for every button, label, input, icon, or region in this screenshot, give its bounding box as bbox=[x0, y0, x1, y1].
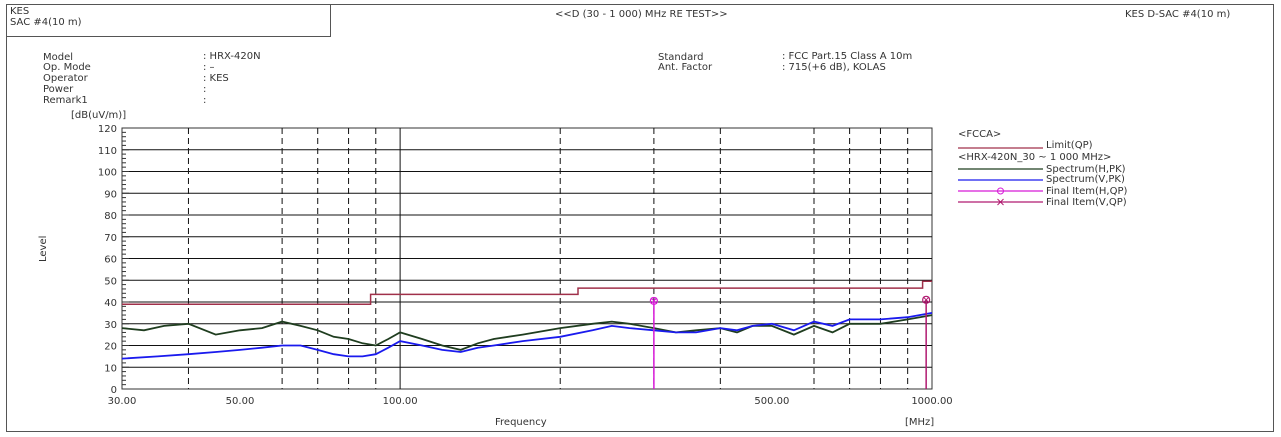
y-tick-label: 40 bbox=[104, 298, 117, 309]
y-tick-label: 0 bbox=[111, 385, 117, 396]
final-item-marker bbox=[649, 296, 658, 306]
info-operator-label: Operator bbox=[43, 73, 88, 84]
info-antfactor-label: Ant. Factor bbox=[658, 62, 713, 73]
chart-frame bbox=[6, 4, 1274, 432]
legend-group1-title: <FCCA> bbox=[958, 129, 1002, 140]
info-standard-value: : FCC Part.15 Class A 10m bbox=[782, 51, 913, 62]
info-opmode-label: Op. Mode bbox=[43, 62, 91, 73]
y-tick-label: 100 bbox=[98, 168, 117, 179]
x-unit-label: [MHz] bbox=[905, 417, 935, 428]
y-tick-label: 110 bbox=[98, 146, 117, 157]
legend-group2-title: <HRX-420N_30 ~ 1 000 MHz> bbox=[958, 152, 1112, 163]
header-left-line1: KES bbox=[10, 6, 30, 17]
header-center-title: <<D (30 - 1 000) MHz RE TEST>> bbox=[555, 9, 728, 20]
legend-marker bbox=[997, 187, 1004, 195]
info-remark-value: : bbox=[203, 95, 207, 106]
y-unit-label: [dB(uV/m)] bbox=[71, 110, 127, 121]
info-remark-label: Remark1 bbox=[43, 95, 88, 106]
y-tick-label: 120 bbox=[98, 124, 117, 135]
info-power-label: Power bbox=[43, 84, 74, 95]
info-standard-label: Standard bbox=[658, 52, 704, 63]
info-antfactor-value: : 715(+6 dB), KOLAS bbox=[782, 62, 886, 73]
info-power-value: : bbox=[203, 84, 207, 95]
info-operator-value: : KES bbox=[203, 73, 229, 84]
header-left-line2: SAC #4(10 m) bbox=[10, 17, 82, 28]
y-tick-label: 50 bbox=[104, 276, 117, 287]
x-tick-label: 100.00 bbox=[383, 396, 418, 407]
x-tick-label: 500.00 bbox=[754, 396, 789, 407]
x-axis-title: Frequency bbox=[495, 417, 547, 428]
series-line bbox=[121, 314, 933, 351]
legend-marker bbox=[997, 198, 1004, 206]
y-tick-label: 60 bbox=[104, 255, 117, 266]
x-tick-label: 1000.00 bbox=[911, 396, 952, 407]
legend-spec-h-label: Spectrum(H,PK) bbox=[1046, 164, 1126, 175]
x-tick-label: 50.00 bbox=[226, 396, 255, 407]
legend-limit-label: Limit(QP) bbox=[1046, 140, 1093, 151]
info-model-value: : HRX-420N bbox=[203, 51, 261, 62]
x-tick-label: 30.00 bbox=[108, 396, 137, 407]
y-tick-label: 30 bbox=[104, 320, 117, 331]
final-item-marker bbox=[922, 295, 931, 304]
series-line bbox=[121, 312, 933, 360]
y-tick-label: 70 bbox=[104, 233, 117, 244]
info-model-label: Model bbox=[43, 52, 74, 63]
y-tick-label: 20 bbox=[104, 342, 117, 353]
legend-final-h-label: Final Item(H,QP) bbox=[1046, 186, 1128, 197]
info-opmode-value: : – bbox=[203, 62, 215, 73]
series-line bbox=[122, 280, 932, 305]
header-box bbox=[6, 4, 331, 37]
y-tick-label: 80 bbox=[104, 211, 117, 222]
legend-spec-v-label: Spectrum(V,PK) bbox=[1046, 174, 1125, 185]
final-item-marker-x bbox=[922, 296, 930, 304]
legend-final-v-label: Final Item(V,QP) bbox=[1046, 197, 1127, 208]
final-item-marker-x bbox=[650, 297, 658, 305]
header-right-title: KES D-SAC #4(10 m) bbox=[1125, 9, 1231, 20]
y-tick-label: 90 bbox=[104, 189, 117, 200]
y-tick-label: 10 bbox=[104, 363, 117, 374]
